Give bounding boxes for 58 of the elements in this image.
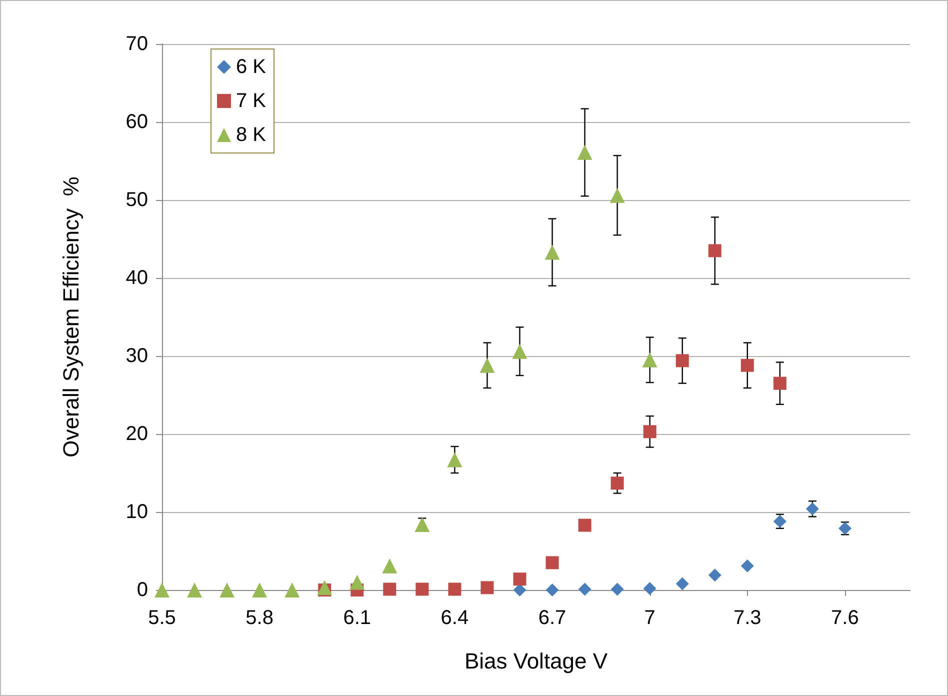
y-tick-label: 20 — [126, 423, 148, 445]
y-tick-label: 10 — [126, 501, 148, 523]
x-tick-label: 6.1 — [343, 607, 372, 629]
point — [512, 344, 528, 359]
point — [578, 582, 592, 596]
point — [676, 354, 689, 368]
legend-label: 7 K — [236, 90, 267, 112]
point — [544, 244, 560, 260]
point — [513, 572, 526, 586]
point — [350, 574, 365, 590]
point — [643, 582, 656, 595]
point — [284, 582, 300, 598]
point — [708, 568, 722, 582]
point — [740, 559, 754, 572]
point — [708, 244, 722, 258]
y-tick-label: 0 — [136, 579, 148, 601]
point — [546, 584, 559, 596]
point — [610, 582, 624, 596]
point — [448, 582, 462, 596]
legend-label: 6 K — [236, 56, 267, 78]
x-tick-label: 5.5 — [148, 607, 176, 629]
x-tick-label: 7.6 — [831, 607, 859, 629]
point — [577, 144, 592, 160]
y-tick-label: 70 — [126, 33, 148, 55]
point — [610, 188, 625, 203]
x-tick-label: 5.8 — [246, 607, 274, 629]
point — [416, 582, 429, 596]
point — [643, 425, 656, 438]
point — [546, 556, 559, 570]
point — [382, 558, 398, 574]
point — [317, 580, 332, 596]
point — [447, 452, 462, 468]
point — [740, 358, 754, 372]
point — [676, 577, 689, 590]
point — [578, 518, 592, 532]
point — [480, 581, 494, 594]
x-tick-label: 6.4 — [440, 607, 469, 629]
x-tick-label: 7 — [644, 607, 656, 629]
point — [480, 358, 495, 373]
point — [773, 376, 786, 390]
y-tick-label: 50 — [126, 189, 148, 211]
y-tick-label: 60 — [126, 111, 148, 133]
x-tick-label: 6.7 — [538, 607, 566, 629]
point — [383, 582, 396, 596]
y-tick-label: 40 — [126, 267, 148, 289]
y-axis-title: Overall System Efficiency % — [58, 176, 84, 458]
x-tick-label: 7.3 — [733, 607, 762, 629]
point — [414, 516, 430, 532]
point — [187, 582, 202, 598]
point — [513, 584, 526, 596]
point — [642, 352, 658, 368]
point — [252, 582, 268, 598]
point — [154, 582, 170, 598]
x-axis-title: Bias Voltage V — [464, 648, 608, 674]
legend-label: 8 K — [236, 124, 267, 146]
y-tick-label: 30 — [126, 345, 148, 367]
point — [220, 582, 235, 598]
point — [610, 476, 624, 490]
